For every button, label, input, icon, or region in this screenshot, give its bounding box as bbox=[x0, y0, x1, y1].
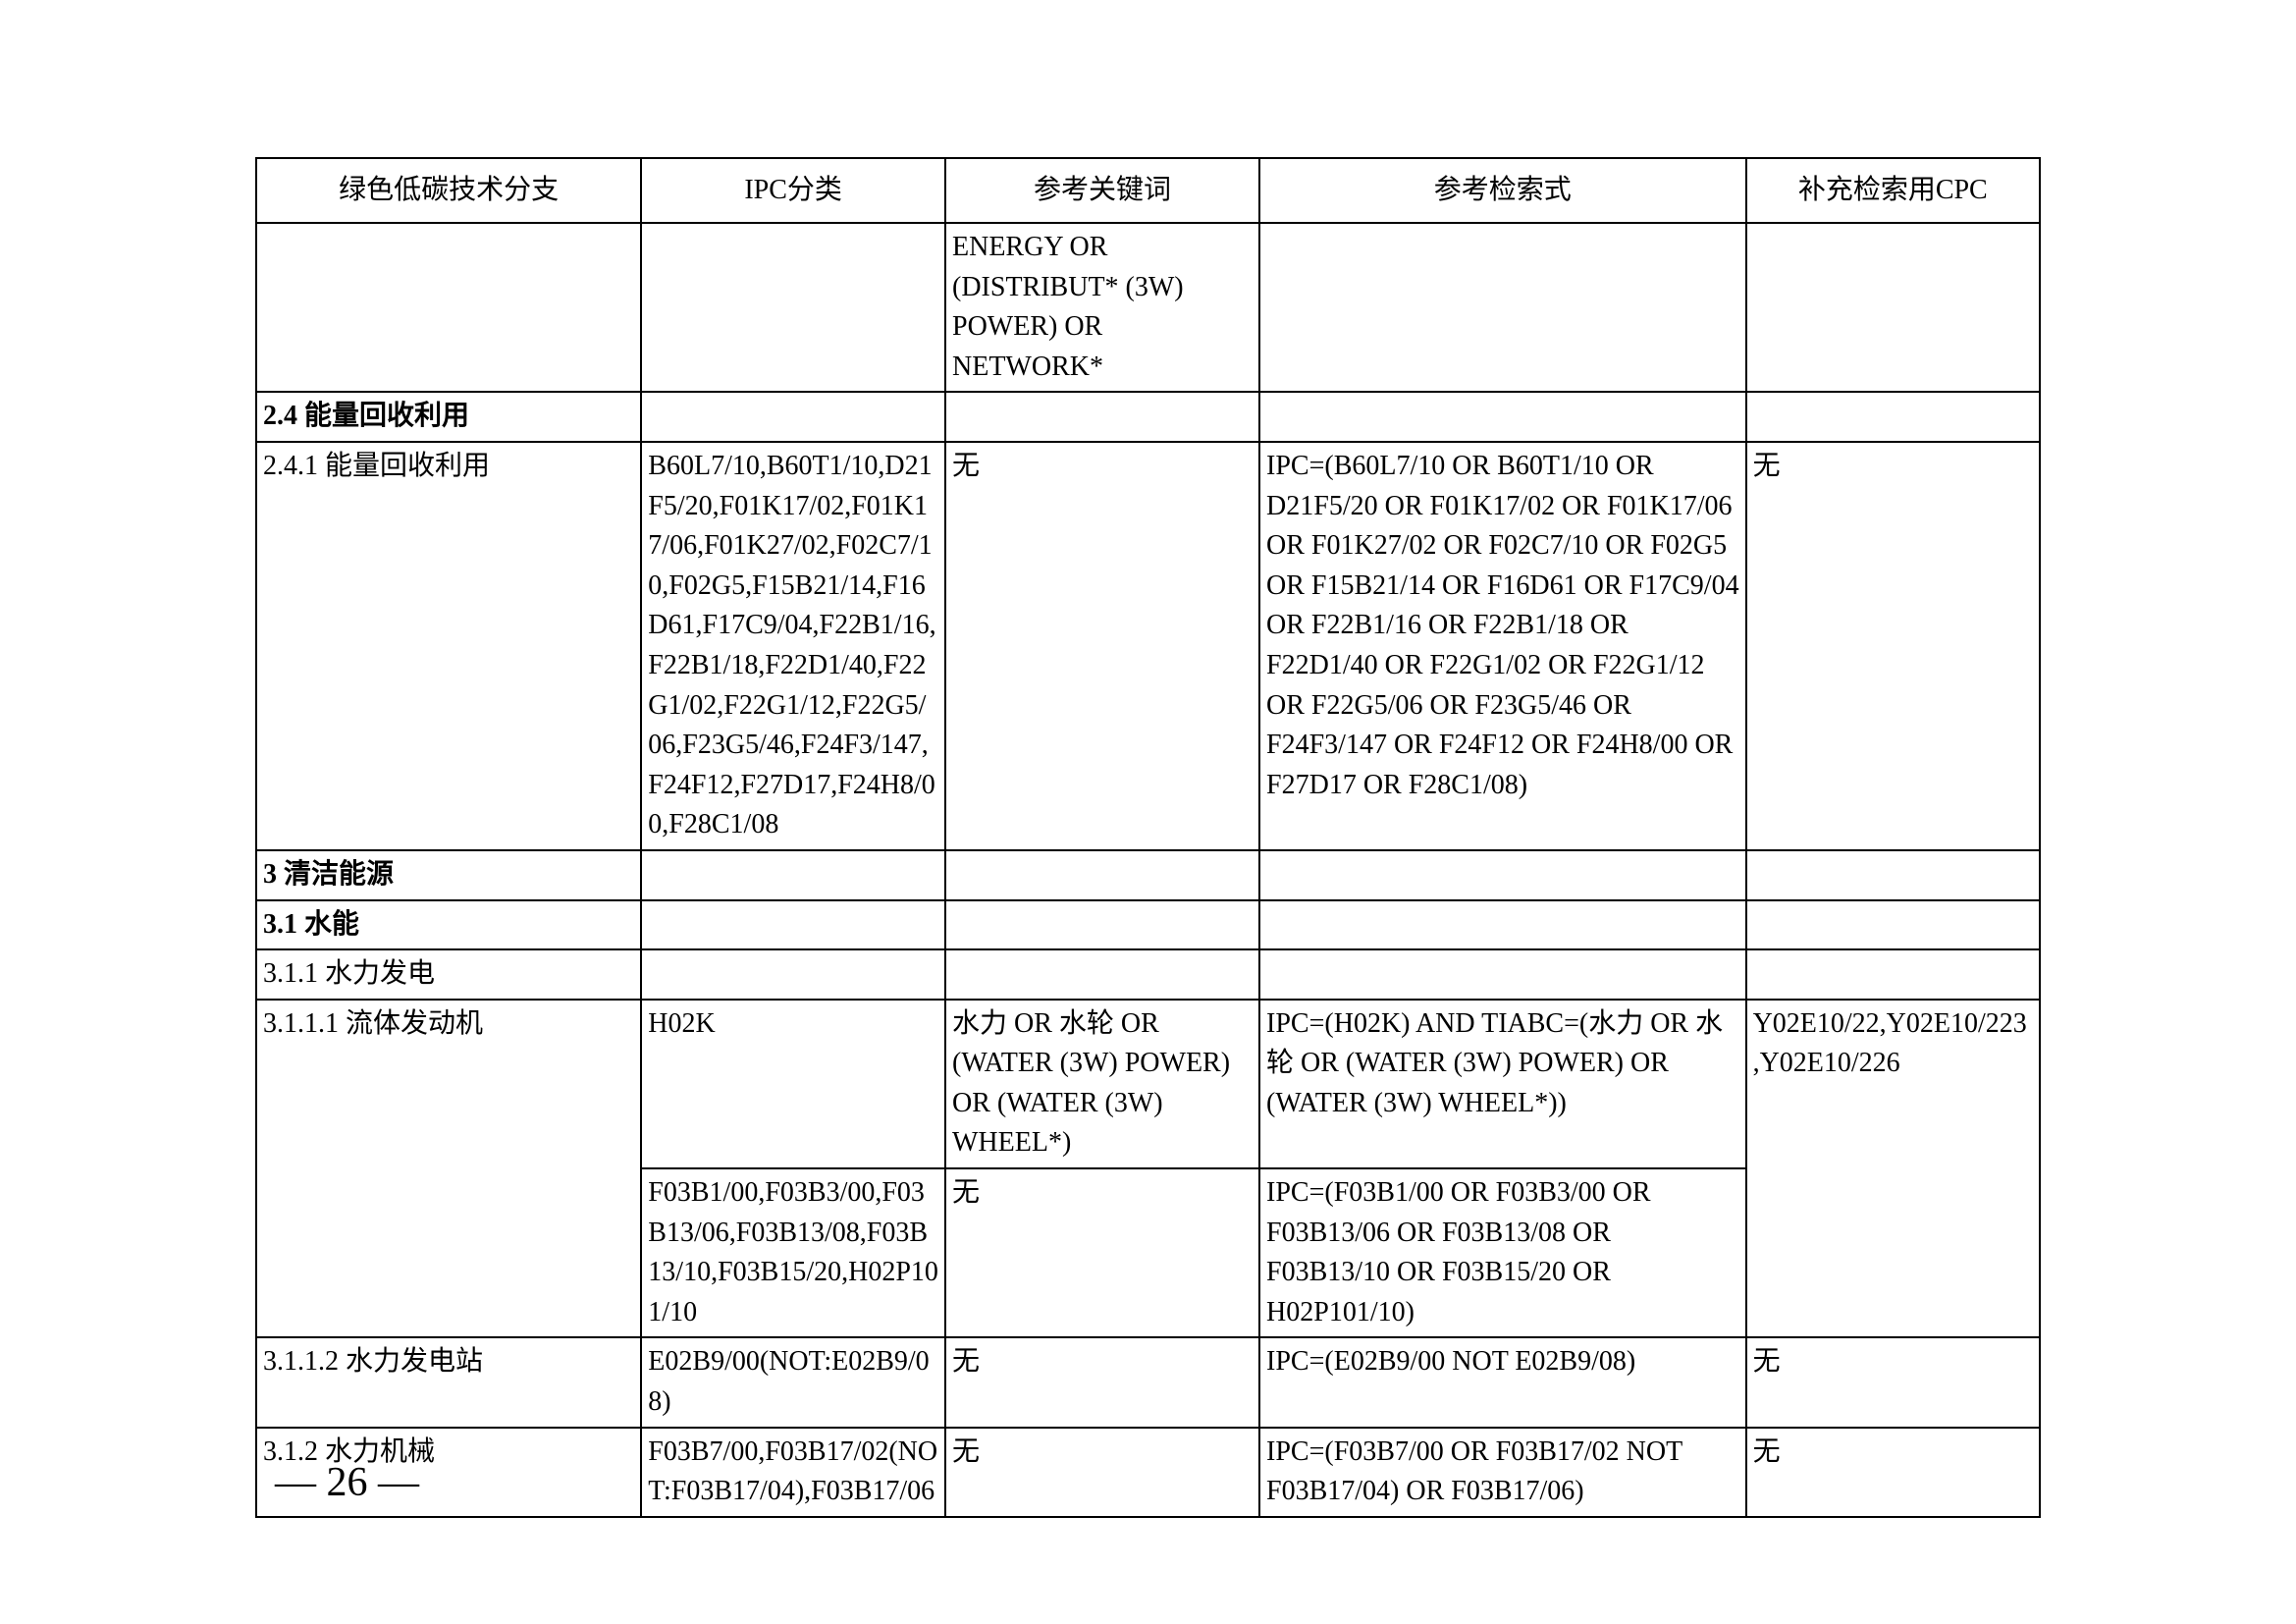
cell-formula bbox=[1259, 949, 1746, 1000]
cell-branch: 2.4.1 能量回收利用 bbox=[256, 442, 641, 850]
cell-cpc bbox=[1746, 900, 2040, 950]
cell-keywords: ENERGY OR (DISTRIBUT* (3W) POWER) OR NET… bbox=[945, 223, 1259, 392]
cell-keywords: 无 bbox=[945, 1428, 1259, 1517]
cell-keywords: 无 bbox=[945, 1168, 1259, 1337]
header-cpc: 补充检索用CPC bbox=[1746, 158, 2040, 223]
table-row: 3.1.2 水力机械 F03B7/00,F03B17/02(NOT:F03B17… bbox=[256, 1428, 2040, 1517]
cell-formula bbox=[1259, 900, 1746, 950]
cell-branch: 3.1.1.1 流体发动机 bbox=[256, 1000, 641, 1338]
cell-keywords: 无 bbox=[945, 442, 1259, 850]
table-row: 3.1.1 水力发电 bbox=[256, 949, 2040, 1000]
cell-branch: 3 清洁能源 bbox=[256, 850, 641, 900]
cell-branch: 3.1 水能 bbox=[256, 900, 641, 950]
cell-branch: 2.4 能量回收利用 bbox=[256, 392, 641, 442]
cell-cpc bbox=[1746, 949, 2040, 1000]
header-ipc: IPC分类 bbox=[641, 158, 945, 223]
table-row-section: 3.1 水能 bbox=[256, 900, 2040, 950]
cell-cpc bbox=[1746, 392, 2040, 442]
cell-cpc: 无 bbox=[1746, 1428, 2040, 1517]
cell-formula: IPC=(E02B9/00 NOT E02B9/08) bbox=[1259, 1337, 1746, 1427]
cell-ipc bbox=[641, 392, 945, 442]
cell-ipc: H02K bbox=[641, 1000, 945, 1168]
cell-keywords bbox=[945, 392, 1259, 442]
cell-ipc: E02B9/00(NOT:E02B9/08) bbox=[641, 1337, 945, 1427]
cell-cpc: 无 bbox=[1746, 442, 2040, 850]
cell-keywords: 水力 OR 水轮 OR (WATER (3W) POWER) OR (WATER… bbox=[945, 1000, 1259, 1168]
table-row-section: 3 清洁能源 bbox=[256, 850, 2040, 900]
header-tech-branch: 绿色低碳技术分支 bbox=[256, 158, 641, 223]
cell-keywords bbox=[945, 949, 1259, 1000]
classification-table: 绿色低碳技术分支 IPC分类 参考关键词 参考检索式 补充检索用CPC ENER… bbox=[255, 157, 2041, 1518]
cell-branch: 3.1.1.2 水力发电站 bbox=[256, 1337, 641, 1427]
cell-ipc bbox=[641, 900, 945, 950]
table-row: ENERGY OR (DISTRIBUT* (3W) POWER) OR NET… bbox=[256, 223, 2040, 392]
cell-keywords: 无 bbox=[945, 1337, 1259, 1427]
cell-ipc bbox=[641, 223, 945, 392]
cell-cpc bbox=[1746, 850, 2040, 900]
cell-keywords bbox=[945, 900, 1259, 950]
cell-branch: 3.1.1 水力发电 bbox=[256, 949, 641, 1000]
cell-cpc: 无 bbox=[1746, 1337, 2040, 1427]
cell-formula bbox=[1259, 392, 1746, 442]
header-keywords: 参考关键词 bbox=[945, 158, 1259, 223]
cell-ipc bbox=[641, 949, 945, 1000]
table-header-row: 绿色低碳技术分支 IPC分类 参考关键词 参考检索式 补充检索用CPC bbox=[256, 158, 2040, 223]
header-search-formula: 参考检索式 bbox=[1259, 158, 1746, 223]
page-number: — 26 — bbox=[275, 1459, 419, 1506]
cell-formula bbox=[1259, 223, 1746, 392]
cell-ipc: B60L7/10,B60T1/10,D21F5/20,F01K17/02,F01… bbox=[641, 442, 945, 850]
table-body: ENERGY OR (DISTRIBUT* (3W) POWER) OR NET… bbox=[256, 223, 2040, 1517]
cell-ipc bbox=[641, 850, 945, 900]
cell-formula: IPC=(F03B7/00 OR F03B17/02 NOT F03B17/04… bbox=[1259, 1428, 1746, 1517]
cell-ipc: F03B1/00,F03B3/00,F03B13/06,F03B13/08,F0… bbox=[641, 1168, 945, 1337]
cell-formula: IPC=(H02K) AND TIABC=(水力 OR 水轮 OR (WATER… bbox=[1259, 1000, 1746, 1168]
cell-formula: IPC=(B60L7/10 OR B60T1/10 OR D21F5/20 OR… bbox=[1259, 442, 1746, 850]
table-row: 2.4.1 能量回收利用 B60L7/10,B60T1/10,D21F5/20,… bbox=[256, 442, 2040, 850]
table-row-section: 2.4 能量回收利用 bbox=[256, 392, 2040, 442]
table-row: 3.1.1.2 水力发电站 E02B9/00(NOT:E02B9/08) 无 I… bbox=[256, 1337, 2040, 1427]
cell-branch bbox=[256, 223, 641, 392]
cell-ipc: F03B7/00,F03B17/02(NOT:F03B17/04),F03B17… bbox=[641, 1428, 945, 1517]
cell-keywords bbox=[945, 850, 1259, 900]
cell-cpc bbox=[1746, 223, 2040, 392]
table-row: 3.1.1.1 流体发动机 H02K 水力 OR 水轮 OR (WATER (3… bbox=[256, 1000, 2040, 1168]
cell-formula bbox=[1259, 850, 1746, 900]
cell-formula: IPC=(F03B1/00 OR F03B3/00 OR F03B13/06 O… bbox=[1259, 1168, 1746, 1337]
cell-cpc: Y02E10/22,Y02E10/223,Y02E10/226 bbox=[1746, 1000, 2040, 1338]
